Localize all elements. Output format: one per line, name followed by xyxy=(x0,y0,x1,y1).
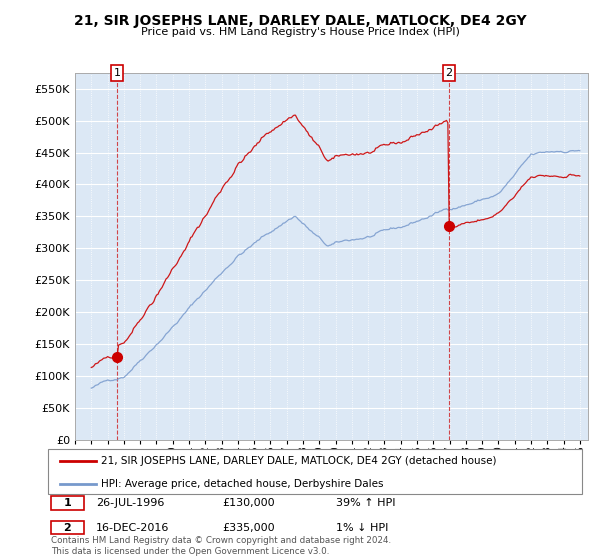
Text: 39% ↑ HPI: 39% ↑ HPI xyxy=(336,498,395,508)
Text: 21, SIR JOSEPHS LANE, DARLEY DALE, MATLOCK, DE4 2GY (detached house): 21, SIR JOSEPHS LANE, DARLEY DALE, MATLO… xyxy=(101,456,496,466)
Text: £130,000: £130,000 xyxy=(222,498,275,508)
Text: 1% ↓ HPI: 1% ↓ HPI xyxy=(336,522,388,533)
Text: HPI: Average price, detached house, Derbyshire Dales: HPI: Average price, detached house, Derb… xyxy=(101,479,383,489)
Text: Contains HM Land Registry data © Crown copyright and database right 2024.
This d: Contains HM Land Registry data © Crown c… xyxy=(51,536,391,556)
Text: £335,000: £335,000 xyxy=(222,522,275,533)
Text: 2: 2 xyxy=(445,68,452,78)
Text: Price paid vs. HM Land Registry's House Price Index (HPI): Price paid vs. HM Land Registry's House … xyxy=(140,27,460,38)
Text: 16-DEC-2016: 16-DEC-2016 xyxy=(96,522,169,533)
Text: 1: 1 xyxy=(64,498,71,508)
Text: 21, SIR JOSEPHS LANE, DARLEY DALE, MATLOCK, DE4 2GY: 21, SIR JOSEPHS LANE, DARLEY DALE, MATLO… xyxy=(74,14,526,28)
Text: 2: 2 xyxy=(64,522,71,533)
Text: 26-JUL-1996: 26-JUL-1996 xyxy=(96,498,164,508)
Text: 1: 1 xyxy=(113,68,121,78)
